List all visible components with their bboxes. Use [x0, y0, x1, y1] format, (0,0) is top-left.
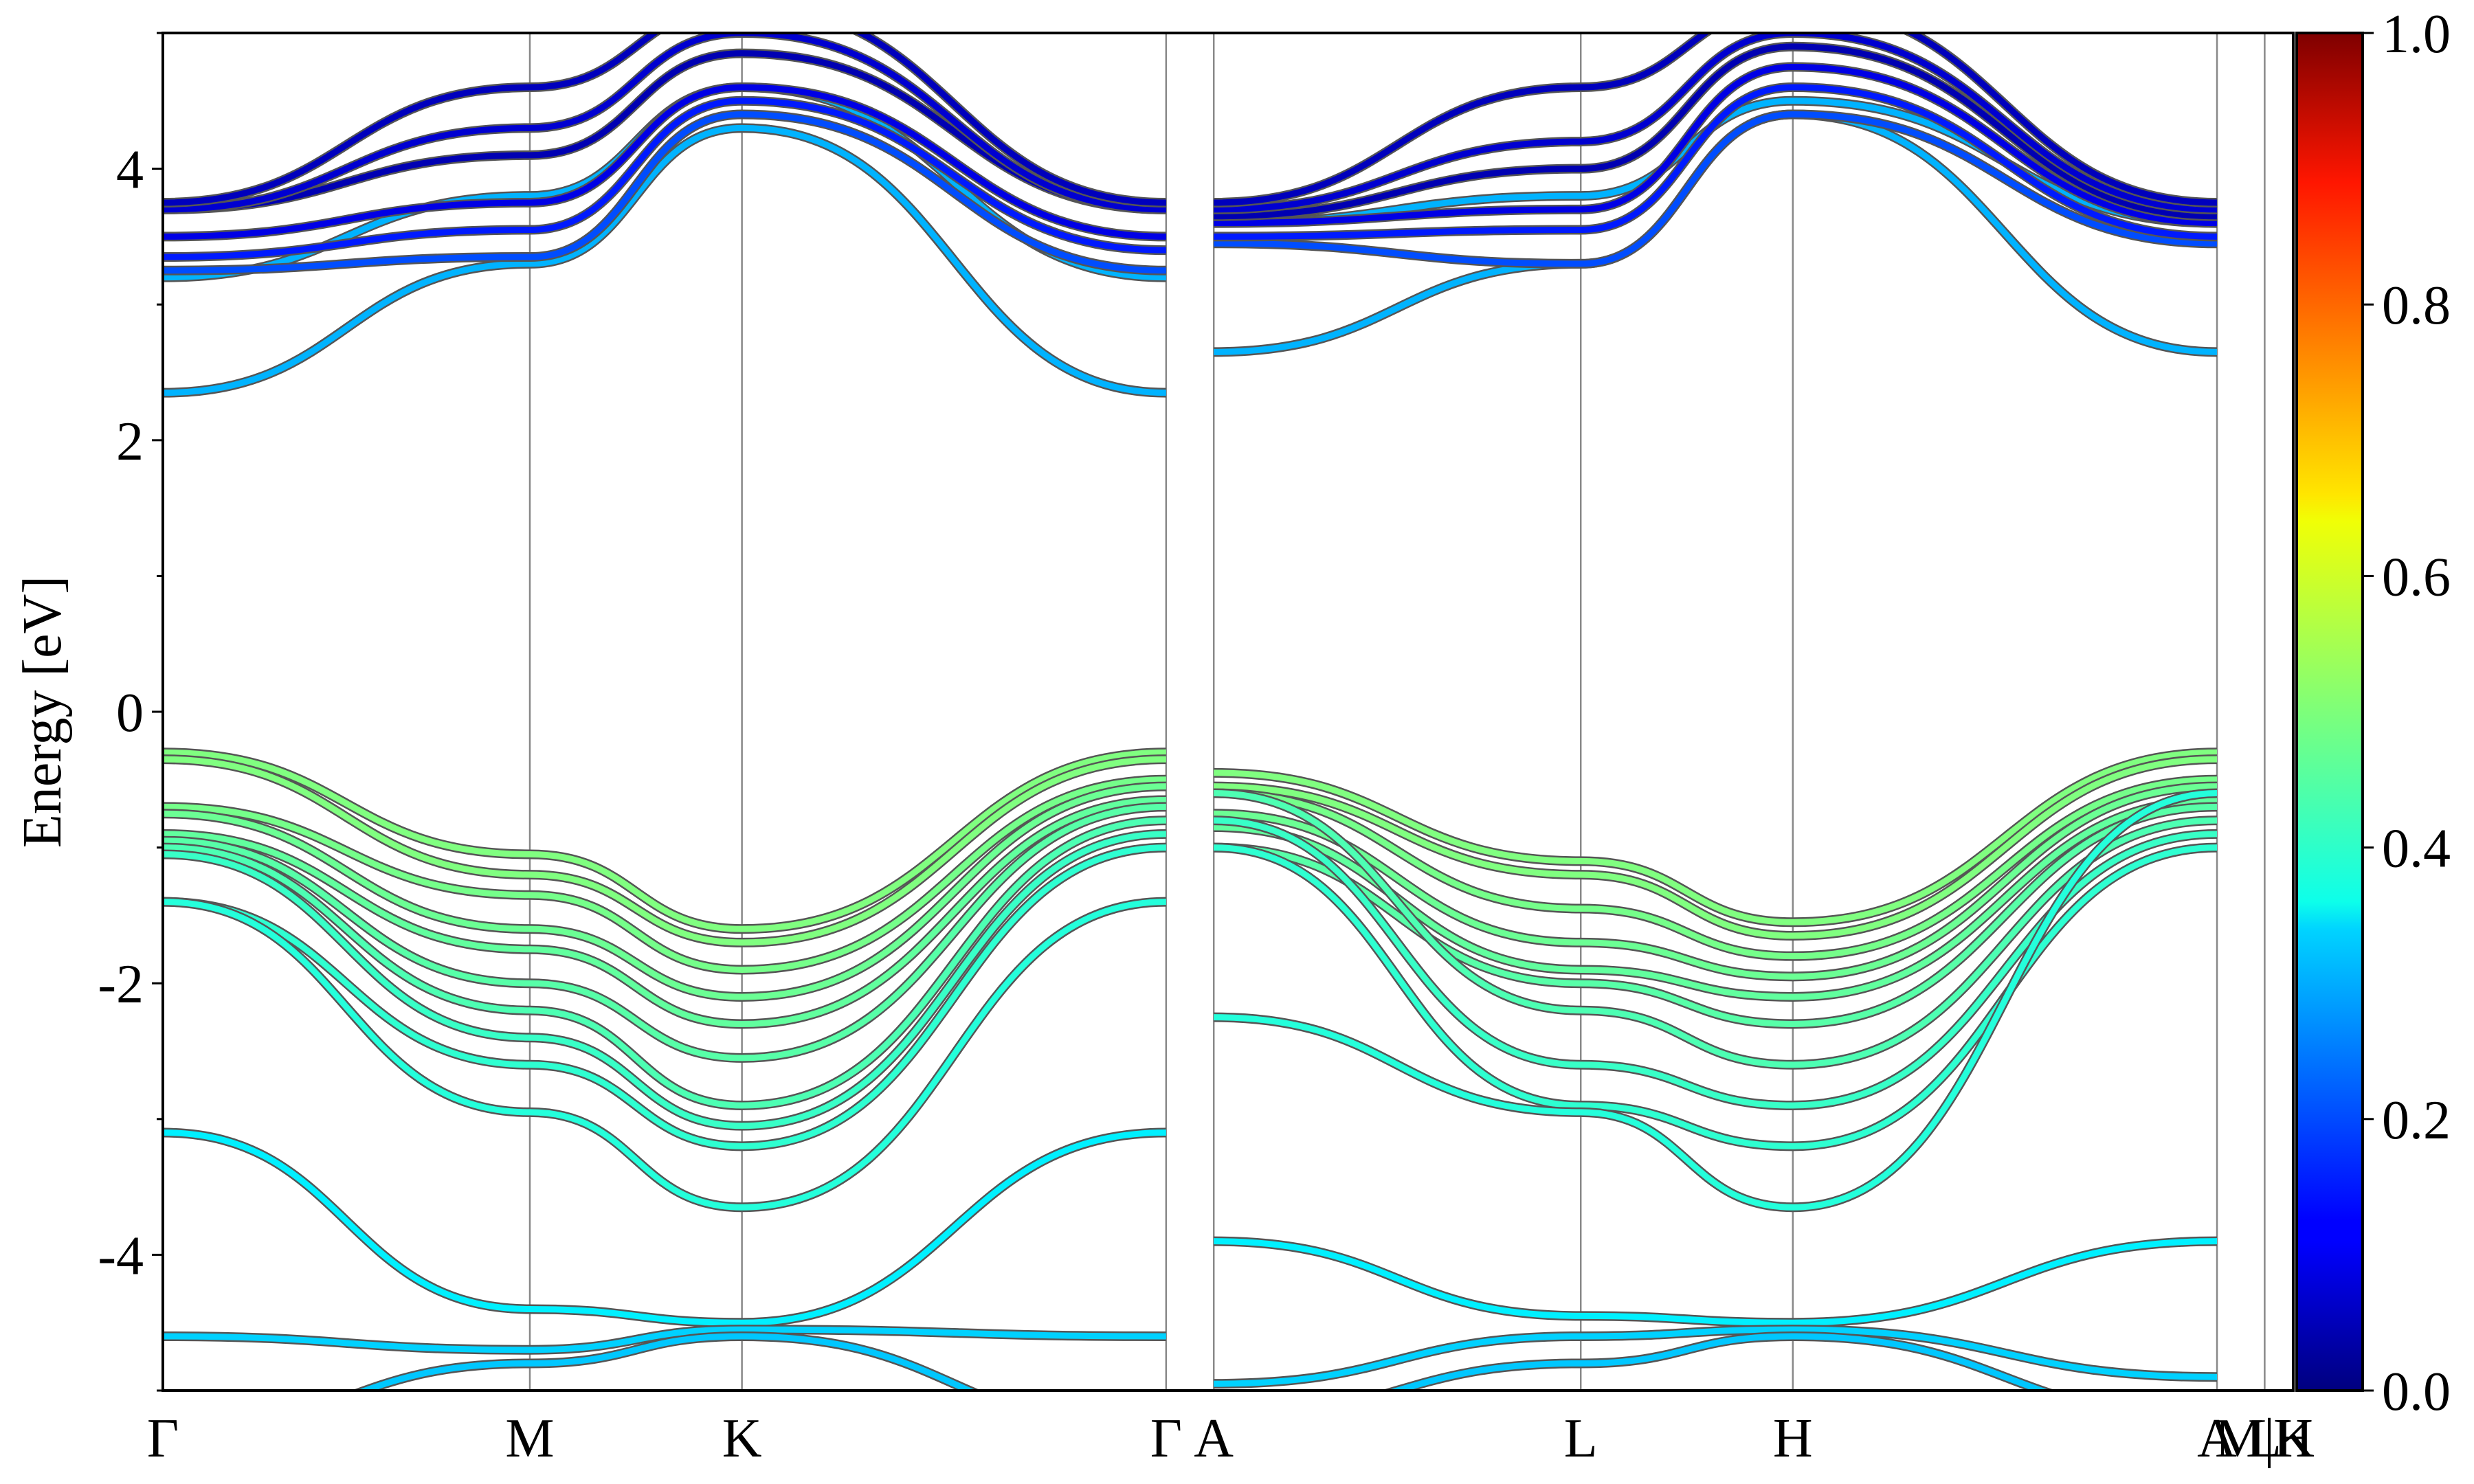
- band-curve: [163, 796, 1166, 1027]
- y-tick-label: -4: [98, 1226, 144, 1286]
- band-curve: [163, 50, 1166, 213]
- band-curve: [1214, 63, 2218, 227]
- band-curve: [163, 844, 1166, 1149]
- band-curve: [163, 776, 1166, 973]
- band-outline: [1214, 1236, 2218, 1328]
- band-curve: [1214, 817, 2218, 1109]
- band-lines: [163, 33, 2218, 1391]
- band-curve: [163, 783, 1166, 1000]
- band-curve: [1214, 1326, 2218, 1387]
- band-curve: [163, 817, 1166, 1109]
- x-tick-label: H: [1773, 1408, 1813, 1469]
- band-curve: [163, 1129, 1166, 1326]
- band-outline: [163, 1127, 1166, 1328]
- band-curve: [163, 831, 1166, 1129]
- band-curve: [1214, 783, 2218, 980]
- band-curve: [163, 84, 1166, 240]
- band-outline: [163, 802, 1166, 1063]
- x-tick-label: L: [2248, 1408, 2282, 1469]
- band-curve: [163, 124, 1166, 396]
- x-tick-label: Γ: [1150, 1408, 1182, 1469]
- band-curve: [163, 803, 1166, 1061]
- band-curve: [1214, 803, 2218, 1027]
- band-curve: [163, 111, 1166, 274]
- colorbar-tick-label: 0.6: [2382, 547, 2451, 607]
- y-axis-ticks: 4 2 0 -2 -4: [98, 32, 163, 1392]
- y-tick-label: 4: [116, 140, 144, 201]
- y-axis-label: Energy [eV]: [12, 576, 73, 848]
- band-curve: [163, 899, 1166, 1211]
- band-curve: [1214, 776, 2218, 960]
- x-tick-label: M|K: [2215, 1408, 2315, 1469]
- y-tick-label: -2: [98, 954, 144, 1015]
- x-tick-label: L: [1564, 1408, 1598, 1469]
- band-curve: [1214, 756, 2218, 939]
- colorbar: [2295, 32, 2364, 1392]
- band-curve: [1214, 43, 2218, 220]
- x-tick-label: Γ: [147, 1408, 179, 1469]
- band-curve: [163, 1326, 1166, 1353]
- band-curve: [1214, 1238, 2218, 1326]
- y-tick-label: 0: [116, 683, 144, 743]
- band-curve: [163, 749, 1166, 932]
- colorbar-ticks: 0.0 0.2 0.4 0.6 0.8 1.0: [2363, 4, 2451, 1422]
- band-curve: [163, 33, 1166, 213]
- band-curve: [1214, 790, 2218, 1211]
- y-tick-label: 2: [116, 412, 144, 472]
- band-curve: [1214, 790, 2218, 1068]
- x-axis-ticks: Γ M K Γ A L H A LM|KH: [147, 1408, 2315, 1469]
- band-outline: [1214, 1325, 2218, 1389]
- band-outline: [1380, 1331, 2057, 1391]
- band-curve: [1386, 1333, 2051, 1391]
- x-tick-label: A: [1194, 1408, 1234, 1469]
- band-curve: [1214, 111, 2218, 267]
- band-outline: [350, 1331, 982, 1391]
- colorbar-tick-label: 0.8: [2382, 276, 2451, 336]
- band-curve: [1214, 33, 2218, 213]
- colorbar-tick-label: 0.0: [2382, 1362, 2451, 1422]
- x-tick-label: H: [2273, 1408, 2313, 1469]
- band-curve: [1214, 84, 2218, 240]
- colorbar-tick-label: 0.2: [2382, 1090, 2451, 1151]
- band-curve: [163, 756, 1166, 946]
- x-tick-label: K: [722, 1408, 762, 1469]
- band-curve: [1214, 33, 2218, 206]
- band-curve: [355, 1333, 977, 1391]
- colorbar-tick-label: 0.4: [2382, 819, 2451, 879]
- band-curve: [163, 98, 1166, 260]
- band-curve: [1214, 749, 2218, 925]
- x-tick-label: M: [505, 1408, 554, 1469]
- x-tick-label: A: [2197, 1408, 2237, 1469]
- colorbar-tick-label: 1.0: [2382, 4, 2451, 65]
- band-curve: [163, 33, 1166, 206]
